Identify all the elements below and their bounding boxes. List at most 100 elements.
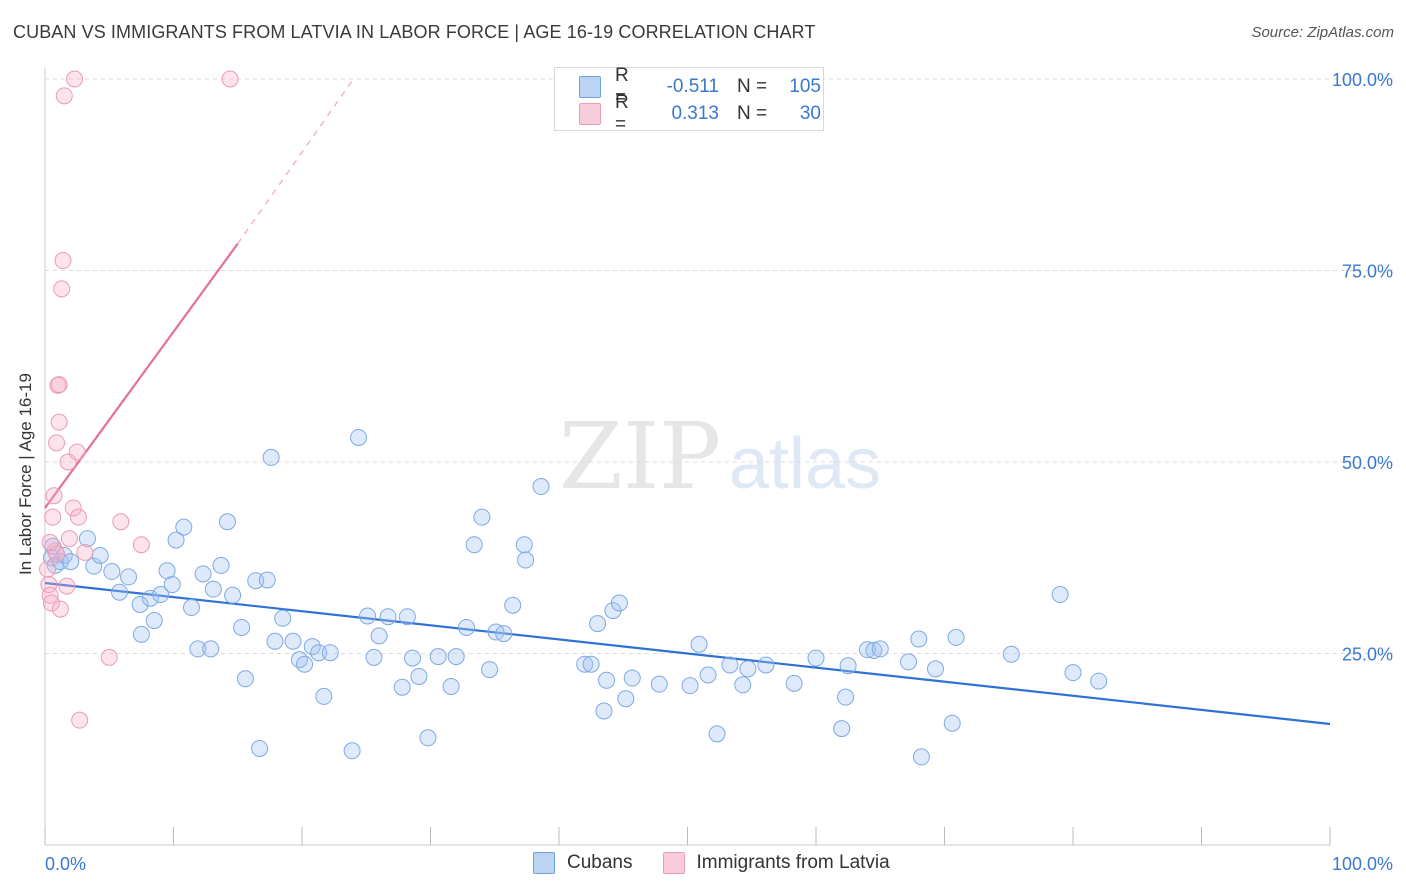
point-cubans [296,655,314,673]
point-cubans [447,648,465,666]
legend-row-latvia: R = 0.313 N = 30 [579,92,821,135]
point-cubans [236,670,254,688]
point-cubans [576,655,594,673]
point-cubans [515,536,533,554]
point-cubans [532,478,550,496]
point-latvia [55,87,73,105]
point-cubans [145,612,163,630]
point-cubans [1002,645,1020,663]
point-cubans [303,638,321,656]
point-cubans [442,677,460,695]
point-cubans [175,518,193,536]
point-cubans [582,655,600,673]
point-latvia [132,536,150,554]
point-cubans [865,641,883,659]
legend-swatch-blue [579,76,601,98]
point-latvia [51,600,69,618]
point-cubans [410,667,428,685]
trend-lines [44,78,1331,726]
point-latvia [40,576,58,594]
point-latvia [112,513,130,531]
y-tick-label: 50.0% [1342,453,1393,473]
point-cubans [251,739,269,757]
point-latvia [45,487,63,505]
point-latvia [49,376,67,394]
point-cubans [699,666,717,684]
point-cubans [473,508,491,526]
point-cubans [393,678,411,696]
legend-swatch-pink [662,852,685,874]
point-cubans [163,576,181,594]
gridlines [45,78,1395,654]
point-cubans [734,676,752,694]
point-cubans [419,729,437,747]
point-latvia [44,508,62,526]
point-cubans [912,748,930,766]
point-cubans [465,536,483,554]
point-cubans [182,599,200,617]
legend-item-latvia: Immigrants from Latvia [662,852,890,874]
point-cubans [131,595,149,613]
trend-line-cubans [44,581,1331,726]
point-cubans [650,675,668,693]
x-tick-label: 100.0% [1332,854,1393,874]
axes [44,68,1331,846]
point-cubans [623,669,641,687]
legend-item-cubans: Cubans [533,852,633,874]
legend-row-cubans: R = -0.511 N = 105 [579,65,821,108]
point-cubans [457,618,475,636]
point-cubans [120,568,138,586]
point-latvia [64,499,82,517]
data-points [39,70,1108,766]
point-cubans [910,630,928,648]
correlation-legend: R = -0.511 N = 105 R = 0.313 N = 30 [554,65,824,135]
point-cubans [404,649,422,667]
point-latvia [50,413,68,431]
y-tick-label: 100.0% [1332,70,1393,90]
point-cubans [595,702,613,720]
point-cubans [721,656,739,674]
point-cubans [167,531,185,549]
point-cubans [103,563,121,581]
point-cubans [365,648,383,666]
point-cubans [739,660,757,678]
watermark: ZIP atlas [559,403,881,510]
point-latvia [69,508,87,526]
point-cubans [152,586,170,604]
point-cubans [370,627,388,645]
point-cubans [274,609,292,627]
point-cubans [681,677,699,695]
point-cubans [757,656,775,674]
point-latvia [221,70,239,88]
y-tick-label: 25.0% [1342,645,1393,665]
point-latvia [66,70,84,88]
watermark-atlas: atlas [729,424,881,504]
legend-n-value: 105 [789,76,821,97]
series-legend: Cubans Immigrants from Latvia [533,852,920,874]
point-cubans [610,594,628,612]
point-cubans [218,513,236,531]
point-cubans [359,607,377,625]
legend-n-label: N = [737,103,768,124]
point-cubans [132,625,150,643]
chart-title: CUBAN VS IMMIGRANTS FROM LATVIA IN LABOR… [13,22,816,42]
point-cubans [350,428,368,446]
point-latvia [76,543,94,561]
point-cubans [708,725,726,743]
point-cubans [266,632,284,650]
legend-n-label: N = [737,76,768,97]
legend-r-value: 0.313 [671,103,719,124]
tick-labels: 100.0% 75.0% 50.0% 25.0% 0.0% 100.0% [45,70,1393,874]
point-cubans [481,661,499,679]
point-cubans [927,660,945,678]
point-cubans [598,671,616,689]
legend-label-latvia: Immigrants from Latvia [696,852,890,873]
point-cubans [91,546,109,564]
legend-r-label: R = [615,65,629,108]
point-cubans [202,640,220,658]
point-latvia [60,530,78,548]
point-cubans [224,586,242,604]
legend-r-value: -0.511 [666,76,719,97]
point-cubans [429,648,447,666]
